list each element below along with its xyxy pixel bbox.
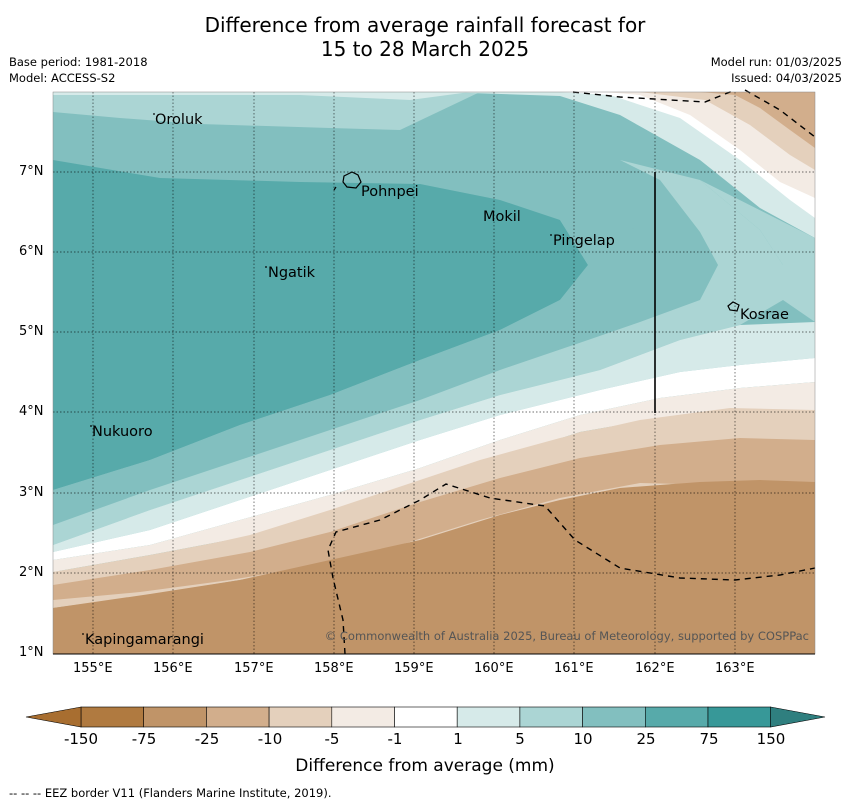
model-run-text: Model run: 01/03/2025 [710,55,842,69]
fill-neg25-north [700,92,815,148]
fill-5-10-east [53,160,783,545]
colorbar-swatch [268,706,333,728]
lon-label-160e: 160°E [474,661,514,676]
colorbar-label: 1 [453,730,463,748]
colorbar-extend-low [25,706,82,728]
ngatik-atoll-dot [265,266,267,268]
place-label-mokil: Mokil [483,209,521,225]
place-label-kapingamarangi: Kapingamarangi [85,632,204,648]
map-title-line1: Difference from average rainfall forecas… [204,13,646,37]
fill-1-5-topstrip [53,92,470,100]
graticule [53,92,815,654]
lon-label-157e: 157°E [234,661,274,676]
lon-label-161e: 161°E [554,661,594,676]
lat-label-4n: 4°N [19,404,44,419]
colorbar-swatch [394,706,458,728]
lat-label-5n: 5°N [19,324,44,339]
colorbar-swatch [206,706,270,728]
lat-label-7n: 7°N [19,164,44,179]
colorbar-label: -10 [257,730,283,748]
colorbar [25,706,826,728]
colorbar-label: -1 [387,730,403,748]
pohnpei-reef-mark [333,186,337,191]
place-label-kosrae: Kosrae [740,307,789,323]
lon-label-156e: 156°E [153,661,193,676]
kosrae-island-shape [727,301,740,312]
colorbar-swatch [644,706,709,728]
contour-layer [53,92,815,654]
base-period-text: Base period: 1981-2018 [9,55,148,69]
colorbar-label: -75 [131,730,157,748]
fill-neutral-band [53,358,815,560]
colorbar-label: -25 [194,730,220,748]
fill-1-5-band [53,322,815,552]
fill-neg25-band [53,438,815,600]
lat-label-1n: 1°N [19,645,44,660]
fill-10-25-east [53,220,718,525]
colorbar-label: 75 [699,730,719,748]
colorbar-swatch [582,706,646,728]
lat-label-3n: 3°N [19,485,44,500]
kapingamarangi-atoll-dot [82,633,84,635]
lon-label-158e: 158°E [314,661,354,676]
pohnpei-island-shape [342,171,362,189]
fill-5-10-kosrae [700,180,815,322]
colorbar-swatch [143,706,207,728]
model-text: Model: ACCESS-S2 [9,71,116,85]
colorbar-swatch [519,706,583,728]
copyright-text: © Commonwealth of Australia 2025, Bureau… [324,629,809,643]
colorbar-label: 5 [515,730,525,748]
place-label-pohnpei: Pohnpei [361,184,419,200]
lat-label-6n: 6°N [19,244,44,259]
lat-label-2n: 2°N [19,565,44,580]
oroluk-atoll-dot [153,113,155,115]
lon-label-162e: 162°E [635,661,675,676]
colorbar-label: 150 [756,730,786,748]
colorbar-swatch [331,706,395,728]
colorbar-label: -150 [63,730,99,748]
fill-neg75-south [53,480,815,654]
lon-label-159e: 159°E [394,661,434,676]
colorbar-swatch [707,706,772,728]
eez-borders [327,89,816,655]
eez-legend-note: -- -- -- EEZ border V11 (Flanders Marine… [9,786,332,800]
issued-text: Issued: 04/03/2025 [731,71,842,85]
colorbar-extend-high [770,706,826,728]
place-label-nukuoro: Nukuoro [92,424,153,440]
lon-label-155e: 155°E [73,661,113,676]
colorbar-swatch [456,706,521,728]
nukuoro-atoll-dot [90,425,92,427]
place-label-pingelap: Pingelap [553,233,615,249]
colorbar-label: 10 [573,730,593,748]
pingelap-atoll-dot [550,234,552,236]
lon-label-163e: 163°E [715,661,755,676]
map-title-line2: 15 to 28 March 2025 [320,37,530,61]
colorbar-label: 25 [636,730,656,748]
place-label-ngatik: Ngatik [268,265,316,281]
colorbar-swatch [80,706,145,728]
fill-5-10-top [53,92,480,130]
colorbar-label: -5 [324,730,340,748]
place-label-oroluk: Oroluk [155,112,203,128]
fill-25-75-core [53,160,588,490]
colorbar-title: Difference from average (mm) [295,756,555,776]
